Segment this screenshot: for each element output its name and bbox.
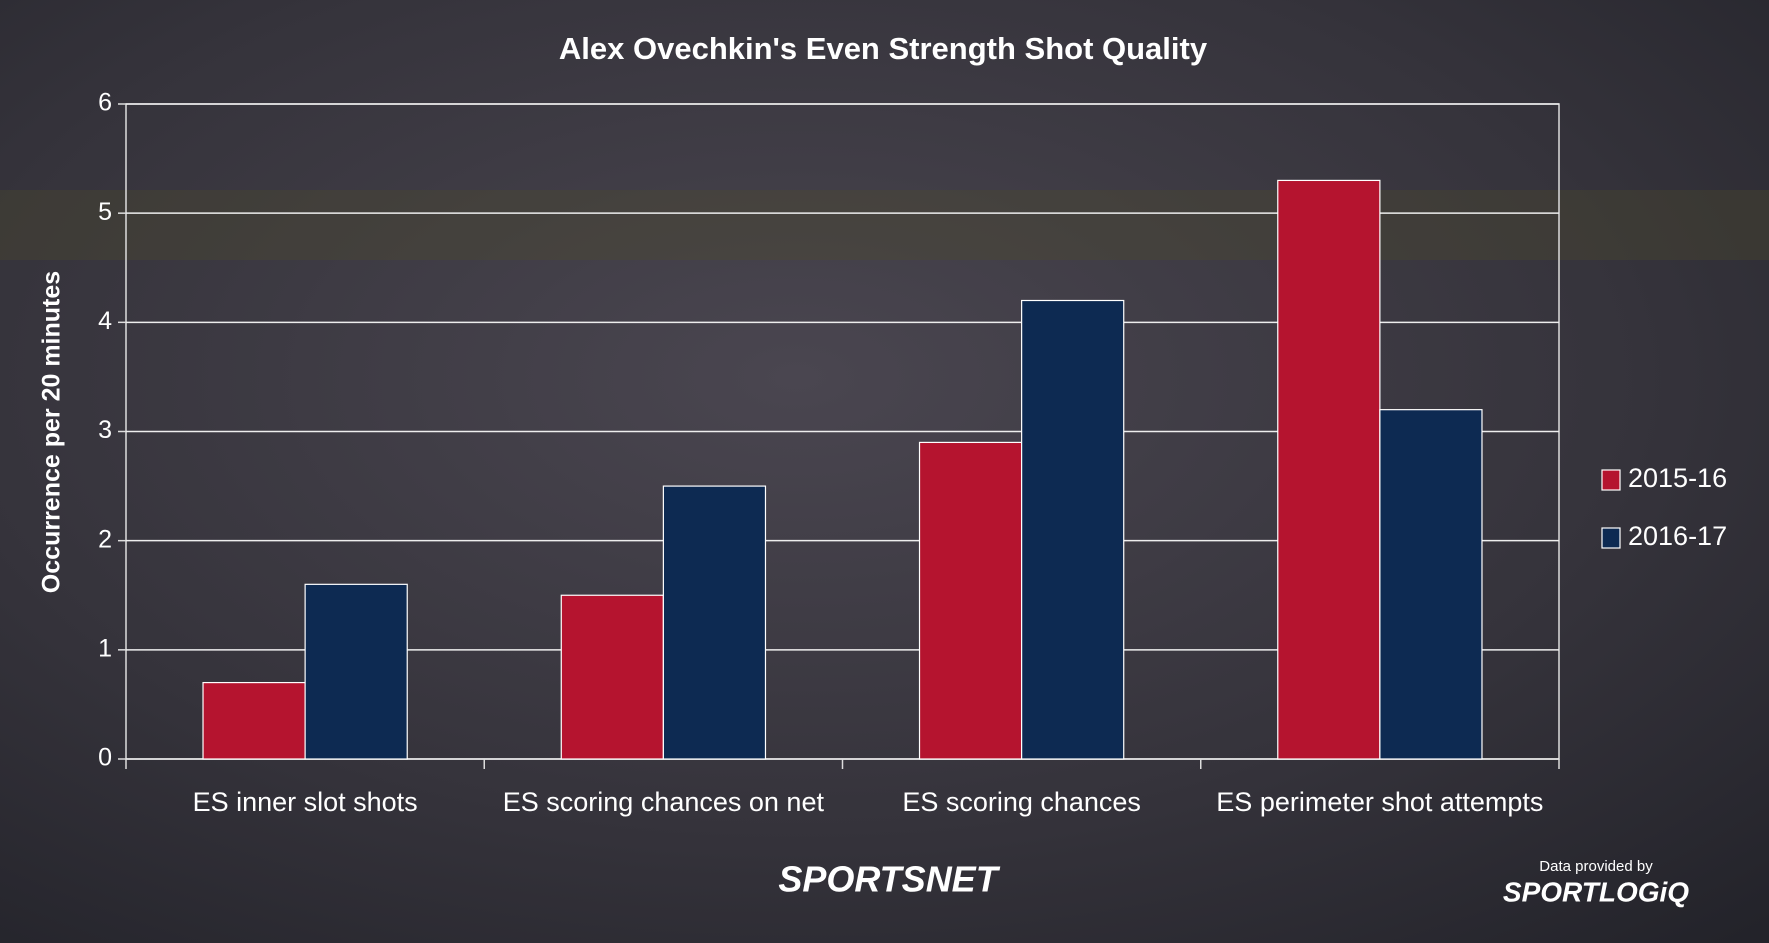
y-tick-label: 4 — [98, 307, 112, 335]
bar — [662, 485, 767, 760]
bar — [202, 681, 306, 760]
y-tick-label: 0 — [98, 744, 112, 772]
y-tick-label: 6 — [98, 89, 112, 117]
x-tick-label: ES perimeter shot attempts — [1216, 787, 1543, 817]
brand-logo: SPORTSNET — [778, 859, 1000, 900]
legend-swatch — [1601, 527, 1621, 549]
legend-label: 2016-17 — [1628, 521, 1727, 551]
y-tick-label: 2 — [98, 525, 112, 553]
provider-logo: SPORTLOGiQ — [1503, 876, 1689, 907]
bar — [1379, 409, 1483, 760]
y-tick-label: 1 — [98, 634, 112, 662]
bar — [1277, 179, 1381, 760]
x-tick-label: ES scoring chances on net — [503, 787, 825, 817]
legend-swatch — [1601, 469, 1621, 491]
bar — [304, 583, 408, 760]
y-axis-label: Occurrence per 20 minutes — [38, 271, 66, 593]
bar — [918, 441, 1023, 760]
bar — [560, 594, 664, 760]
x-tick-label: ES scoring chances — [902, 787, 1141, 817]
chart-title: Alex Ovechkin's Even Strength Shot Quali… — [559, 31, 1208, 66]
credit-text: Data provided by — [1539, 858, 1653, 875]
legend-label: 2015-16 — [1628, 463, 1727, 493]
bar — [1021, 299, 1125, 760]
y-tick-label: 5 — [98, 198, 112, 226]
y-tick-label: 3 — [98, 416, 112, 444]
background-band — [0, 190, 1769, 260]
x-tick-label: ES inner slot shots — [193, 787, 418, 817]
